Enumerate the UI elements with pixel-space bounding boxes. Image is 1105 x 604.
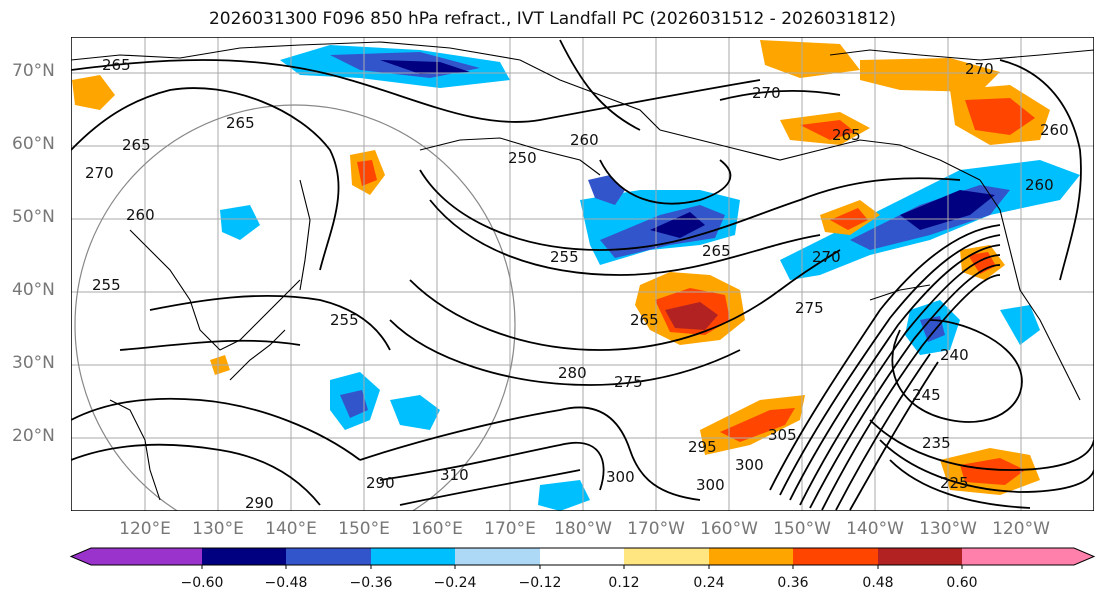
contour-label: 270	[812, 248, 841, 266]
contour-label-group: 265 265 270 265 260 255 250 260 255 255 …	[85, 56, 1069, 512]
colorbar-segment	[793, 548, 878, 565]
contour-label: 305	[768, 426, 797, 444]
contour-label: 250	[508, 149, 537, 167]
contour-label: 300	[735, 456, 764, 474]
contour-label: 240	[940, 346, 969, 364]
contour-label: 265	[122, 136, 151, 154]
contour-label: 245	[912, 386, 941, 404]
contour-label: 275	[614, 373, 643, 391]
colorbar-segment	[371, 548, 455, 565]
lat-label: 40°N	[12, 280, 55, 300]
colorbar-segment	[709, 548, 793, 565]
contour-label: 270	[752, 84, 781, 102]
colorbar-tick-label: 0.60	[946, 575, 978, 591]
lon-label: 150°E	[338, 519, 390, 539]
contour-label: 290	[245, 494, 274, 512]
colorbar-tick-label: −0.48	[264, 575, 308, 591]
lon-label: 180°W	[554, 519, 612, 539]
colorbar-segment	[202, 548, 286, 565]
contour-label: 265	[630, 311, 659, 329]
contour-label: 295	[688, 438, 717, 456]
lon-label: 160°W	[700, 519, 758, 539]
colorbar-tick-label: −0.36	[349, 575, 393, 591]
colorbar-tick-label: −0.60	[180, 575, 224, 591]
colorbar-tick-label: 0.24	[693, 575, 725, 591]
contour-label: 310	[440, 466, 469, 484]
lat-label: 20°N	[12, 426, 55, 446]
contour-label: 270	[85, 164, 114, 182]
contour-label: 260	[1025, 176, 1054, 194]
contour-label: 260	[126, 206, 155, 224]
lon-label: 130°W	[919, 519, 977, 539]
contour-label: 260	[570, 131, 599, 149]
colorbar-tick-label: −0.24	[433, 575, 477, 591]
contour-label: 290	[366, 474, 395, 492]
colorbar-tick-label: 0.36	[777, 575, 809, 591]
lon-label: 150°W	[773, 519, 831, 539]
colorbar-segment	[286, 548, 371, 565]
colorbar-segment	[540, 548, 624, 565]
colorbar-segment	[71, 548, 202, 565]
colorbar-tick-label: 0.48	[862, 575, 894, 591]
lon-label: 140°W	[846, 519, 904, 539]
lon-label: 130°E	[192, 519, 244, 539]
lat-label: 60°N	[12, 134, 55, 154]
contour-label: 265	[226, 114, 255, 132]
contour-lines	[71, 39, 1094, 511]
contour-label: 225	[940, 474, 969, 492]
lon-label: 160°E	[411, 519, 463, 539]
contour-label: 300	[606, 468, 635, 486]
contour-label: 270	[965, 60, 994, 78]
contour-label: 235	[922, 434, 951, 452]
contour-label: 280	[558, 364, 587, 382]
lon-label: 120°W	[992, 519, 1050, 539]
lon-label: 140°E	[265, 519, 317, 539]
lat-label: 50°N	[12, 207, 55, 227]
reference-circle	[74, 104, 516, 511]
contour-label: 265	[832, 126, 861, 144]
graticule	[71, 37, 1094, 511]
colorbar-segment	[624, 548, 709, 565]
map-canvas: 265 265 270 265 260 255 250 260 255 255 …	[71, 37, 1094, 512]
lon-label: 170°W	[627, 519, 685, 539]
lon-label: 120°E	[119, 519, 171, 539]
contour-label: 300	[696, 476, 725, 494]
lat-label: 30°N	[12, 353, 55, 373]
lat-label: 70°N	[12, 61, 55, 81]
contour-label: 265	[102, 56, 131, 74]
shaded-field-positive	[72, 40, 1050, 495]
colorbar-outline	[69, 547, 1096, 566]
contour-label: 275	[795, 299, 824, 317]
contour-label: 255	[92, 276, 121, 294]
colorbar-tick-label: −0.12	[518, 575, 562, 591]
colorbar-tick-label: 0.12	[608, 575, 640, 591]
lon-label: 170°E	[484, 519, 536, 539]
colorbar	[69, 547, 1096, 569]
map-title: 2026031300 F096 850 hPa refract., IVT La…	[208, 9, 896, 29]
contour-label: 260	[1040, 121, 1069, 139]
colorbar-segment	[455, 548, 540, 565]
contour-label: 265	[702, 242, 731, 260]
colorbar-segment	[962, 548, 1094, 565]
contour-label: 255	[330, 311, 359, 329]
colorbar-segment	[878, 548, 962, 565]
coastlines	[71, 41, 1094, 501]
contour-label: 255	[550, 248, 579, 266]
